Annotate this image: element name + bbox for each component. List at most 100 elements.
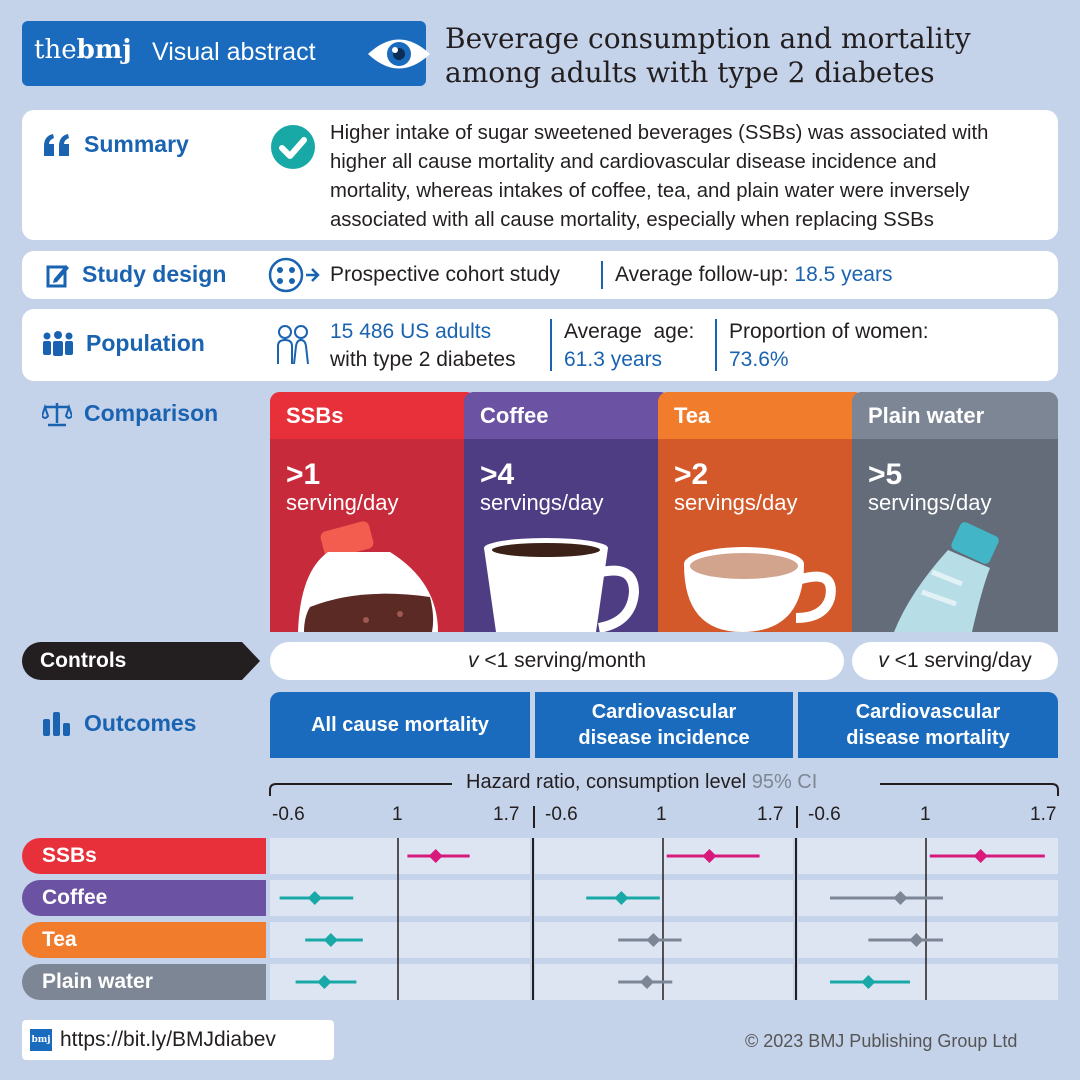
outcome-cvd-mortality: Cardiovascular disease mortality: [798, 692, 1058, 758]
visual-abstract-label: Visual abstract: [152, 38, 316, 66]
tick-label: 1.7: [757, 804, 784, 825]
copyright: © 2023 BMJ Publishing Group Ltd: [745, 1031, 1018, 1051]
tick-label: -0.6: [808, 804, 841, 825]
study-followup: Average follow-up: 18.5 years: [615, 263, 892, 287]
followup-value: 18.5 years: [794, 263, 893, 286]
plot-row-background: [535, 880, 793, 916]
summary-line: higher all cause mortality and cardiovas…: [330, 151, 937, 173]
water-bottle-icon: [894, 522, 999, 632]
controls-day-pill: v <1 serving/day: [852, 642, 1058, 680]
tea-cup-icon: [684, 547, 836, 632]
header-logo-box: thebmj Visual abstract: [22, 21, 430, 86]
comparison-coffee-name: Coffee: [464, 392, 670, 439]
summary-line: mortality, whereas intakes of coffee, te…: [330, 180, 970, 202]
adults-icon: [277, 325, 309, 365]
hazard-ratio-point: [973, 849, 988, 863]
population-count-value: 15 486 US adults: [330, 320, 492, 343]
axis-title-text: Hazard ratio, consumption level: [466, 771, 747, 793]
title-line-1: Beverage consumption and mortality: [445, 22, 971, 55]
coffee-cup-icon: [484, 538, 640, 632]
outcome-all-cause: All cause mortality: [270, 692, 530, 758]
row-label-ssbs: SSBs: [22, 838, 266, 874]
women-value: 73.6%: [729, 348, 789, 371]
comparison-coffee-amount: >4: [480, 458, 515, 491]
controls-day-text: <1 serving/day: [888, 649, 1032, 672]
study-design-heading: Study design: [46, 261, 226, 288]
cohort-icon: [268, 257, 320, 293]
age-value: 61.3 years: [564, 348, 663, 371]
hazard-ratio-point: [702, 849, 717, 863]
tick-label: -0.6: [545, 804, 578, 825]
title-line-2: among adults with type 2 diabetes: [445, 56, 935, 89]
comparison-water-name: Plain water: [852, 392, 1058, 439]
people-icon: [43, 330, 73, 356]
outcome-cvd-mortality-line: Cardiovascular: [855, 701, 1001, 723]
plot-row-background: [270, 838, 530, 874]
summary-heading: Summary: [42, 131, 189, 158]
population-card: [22, 309, 1058, 381]
hazard-ratio-point: [614, 891, 629, 905]
eye-icon: [368, 39, 430, 69]
axis-bracket: [269, 783, 1059, 796]
tick-label: 1: [920, 804, 931, 825]
divider: [601, 261, 603, 289]
row-label-tea: Tea: [22, 922, 266, 958]
hazard-ratio-point: [640, 975, 654, 989]
bmj-badge: bmj: [30, 1029, 52, 1051]
outcome-cvd-incidence-line: disease incidence: [578, 727, 750, 749]
comparison-ssbs-card: SSBs >1 serving/day: [270, 392, 476, 632]
hazard-ratio-point: [323, 933, 338, 947]
age-label: Average age:: [564, 320, 695, 343]
tick-label: 1: [392, 804, 403, 825]
comparison-ssbs-name: SSBs: [270, 392, 476, 439]
summary-line: Higher intake of sugar sweetened beverag…: [330, 122, 989, 144]
comparison-coffee-unit: servings/day: [480, 490, 604, 515]
checkmark-icon: [271, 125, 315, 169]
bmj-logo: thebmj: [34, 35, 132, 65]
page-title: Beverage consumption and mortality among…: [445, 22, 971, 90]
footer-url[interactable]: https://bit.ly/BMJdiabev: [60, 1028, 276, 1051]
comparison-tea-name: Tea: [658, 392, 864, 439]
tick-separator: [533, 806, 535, 828]
study-design-type: Prospective cohort study: [330, 263, 560, 286]
comparison-coffee-card: Coffee >4 servings/day: [464, 392, 670, 632]
population-count: 15 486 US adults with type 2 diabetes: [330, 318, 516, 374]
women-label: Proportion of women:: [729, 320, 929, 343]
hazard-ratio-point: [893, 891, 908, 905]
tick-label: 1: [656, 804, 667, 825]
outcome-cvd-incidence: Cardiovascular disease incidence: [535, 692, 793, 758]
tick-label: -0.6: [272, 804, 305, 825]
footer-url-box: bmj https://bit.ly/BMJdiabev: [22, 1020, 334, 1060]
logo-the: the: [34, 35, 77, 65]
population-heading: Population: [42, 330, 205, 357]
row-label-coffee: Coffee: [22, 880, 266, 916]
summary-card: [22, 110, 1058, 240]
comparison-heading: Comparison: [42, 400, 218, 427]
row-label-water: Plain water: [22, 964, 266, 1000]
comparison-water-unit: servings/day: [868, 490, 992, 515]
logo-bmj: bmj: [76, 35, 132, 65]
summary-line: associated with all cause mortality, esp…: [330, 209, 934, 231]
pencil-icon: [46, 264, 69, 287]
tick-label: 1.7: [1030, 804, 1057, 825]
outcome-cvd-mortality-line: disease mortality: [846, 727, 1010, 749]
outcomes-heading: Outcomes: [42, 710, 196, 737]
comparison-ssbs-amount: >1: [286, 458, 321, 491]
summary-text: Higher intake of sugar sweetened beverag…: [330, 119, 988, 235]
outcome-cvd-incidence-line: Cardiovascular: [591, 701, 737, 723]
comparison-tea-card: Tea >2 servings/day: [658, 392, 864, 632]
comparison-tea-unit: servings/day: [674, 490, 798, 515]
scales-icon: [42, 402, 72, 426]
hazard-ratio-point: [861, 975, 876, 989]
axis-title: Hazard ratio, consumption level 95% CI: [460, 771, 824, 794]
followup-label: Average follow-up:: [615, 263, 795, 286]
comparison-tea-amount: >2: [674, 458, 709, 491]
divider: [715, 319, 717, 371]
comparison-water-card: Plain water >5 servings/day: [852, 392, 1058, 632]
hazard-ratio-point: [646, 933, 661, 947]
quote-icon: [44, 133, 69, 156]
study-design-card: [22, 251, 1058, 299]
soda-bottle-icon: [298, 521, 438, 632]
tick-label: 1.7: [493, 804, 520, 825]
